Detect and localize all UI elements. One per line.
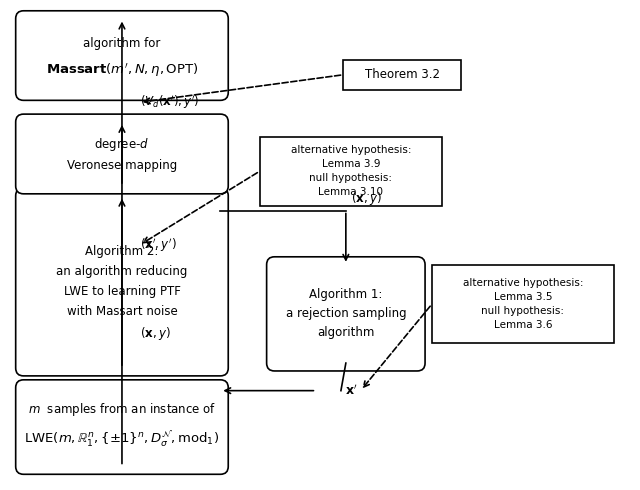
Text: Algorithm 2:
an algorithm reducing
LWE to learning PTF
with Massart noise: Algorithm 2: an algorithm reducing LWE t… (56, 245, 188, 318)
Text: algorithm for: algorithm for (83, 37, 161, 50)
Text: alternative hypothesis:
Lemma 3.5
null hypothesis:
Lemma 3.6: alternative hypothesis: Lemma 3.5 null h… (463, 278, 583, 330)
Bar (344, 60, 461, 90)
FancyBboxPatch shape (16, 114, 228, 194)
FancyBboxPatch shape (267, 257, 425, 371)
Text: Theorem 3.2: Theorem 3.2 (365, 68, 440, 81)
Text: alternative hypothesis:
Lemma 3.9
null hypothesis:
Lemma 3.10: alternative hypothesis: Lemma 3.9 null h… (291, 145, 411, 197)
FancyBboxPatch shape (16, 188, 228, 376)
Text: $(\mathbf{x}, y)$: $(\mathbf{x}, y)$ (140, 324, 170, 342)
Text: $\mathbf{x}'$: $\mathbf{x}'$ (344, 383, 357, 398)
Text: degree-$d$
Veronese mapping: degree-$d$ Veronese mapping (67, 136, 177, 172)
Bar (432, 265, 614, 343)
Text: $m$  samples from an instance of: $m$ samples from an instance of (28, 401, 216, 418)
Text: Algorithm 1:
a rejection sampling
algorithm: Algorithm 1: a rejection sampling algori… (285, 289, 406, 340)
Text: $(\mathbf{x}, y)$: $(\mathbf{x}, y)$ (351, 190, 381, 207)
Text: $(V_d(\mathbf{x}'), y')$: $(V_d(\mathbf{x}'), y')$ (140, 94, 199, 111)
FancyBboxPatch shape (16, 11, 228, 100)
Text: $\mathbf{Massart}(m', N, \eta, \mathrm{OPT})$: $\mathbf{Massart}(m', N, \eta, \mathrm{O… (45, 61, 198, 78)
FancyBboxPatch shape (16, 380, 228, 474)
Bar (260, 137, 442, 206)
Text: $\mathrm{LWE}(m, \mathbb{R}_1^n, \{\pm 1\}^n, D_\sigma^\mathcal{N}, \mathrm{mod}: $\mathrm{LWE}(m, \mathbb{R}_1^n, \{\pm 1… (24, 429, 220, 449)
Text: $(\mathbf{x}', y')$: $(\mathbf{x}', y')$ (140, 236, 177, 254)
